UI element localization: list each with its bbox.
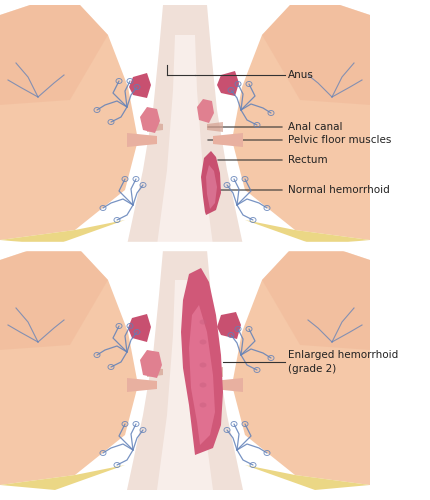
Polygon shape — [200, 151, 221, 215]
Polygon shape — [140, 350, 162, 378]
Text: Enlarged hemorrhoid
(grade 2): Enlarged hemorrhoid (grade 2) — [287, 350, 397, 374]
Polygon shape — [181, 268, 222, 455]
Polygon shape — [261, 5, 369, 105]
Text: Rectum: Rectum — [287, 155, 327, 165]
Polygon shape — [212, 378, 243, 392]
Polygon shape — [127, 5, 243, 245]
Ellipse shape — [199, 382, 206, 388]
Ellipse shape — [199, 402, 206, 407]
Polygon shape — [127, 133, 157, 147]
Polygon shape — [157, 35, 212, 245]
Polygon shape — [0, 5, 138, 240]
Text: Pelvic floor muscles: Pelvic floor muscles — [287, 135, 390, 145]
Polygon shape — [157, 280, 212, 490]
Polygon shape — [0, 220, 125, 245]
Polygon shape — [206, 367, 222, 377]
Text: Anus: Anus — [287, 70, 313, 80]
Polygon shape — [244, 220, 369, 245]
Polygon shape — [0, 250, 108, 350]
Polygon shape — [212, 133, 243, 147]
Text: Anal canal: Anal canal — [287, 122, 342, 132]
Polygon shape — [0, 5, 108, 105]
Polygon shape — [206, 165, 216, 209]
Polygon shape — [127, 250, 243, 490]
Polygon shape — [231, 5, 369, 240]
Polygon shape — [231, 250, 369, 485]
Polygon shape — [244, 465, 369, 490]
Polygon shape — [261, 250, 369, 350]
Ellipse shape — [199, 320, 206, 324]
Polygon shape — [0, 250, 138, 485]
Ellipse shape — [199, 362, 206, 368]
Polygon shape — [189, 305, 215, 445]
Polygon shape — [140, 107, 160, 133]
Polygon shape — [147, 367, 163, 377]
Polygon shape — [206, 122, 222, 132]
Polygon shape — [0, 250, 369, 490]
Polygon shape — [127, 378, 157, 392]
Polygon shape — [0, 465, 125, 490]
Polygon shape — [147, 122, 163, 132]
Polygon shape — [128, 314, 150, 342]
Polygon shape — [0, 5, 369, 245]
Ellipse shape — [199, 340, 206, 344]
Polygon shape — [197, 99, 214, 123]
Polygon shape — [216, 312, 240, 339]
Polygon shape — [216, 71, 239, 96]
Polygon shape — [129, 73, 150, 98]
Text: Normal hemorrhoid: Normal hemorrhoid — [287, 185, 389, 195]
